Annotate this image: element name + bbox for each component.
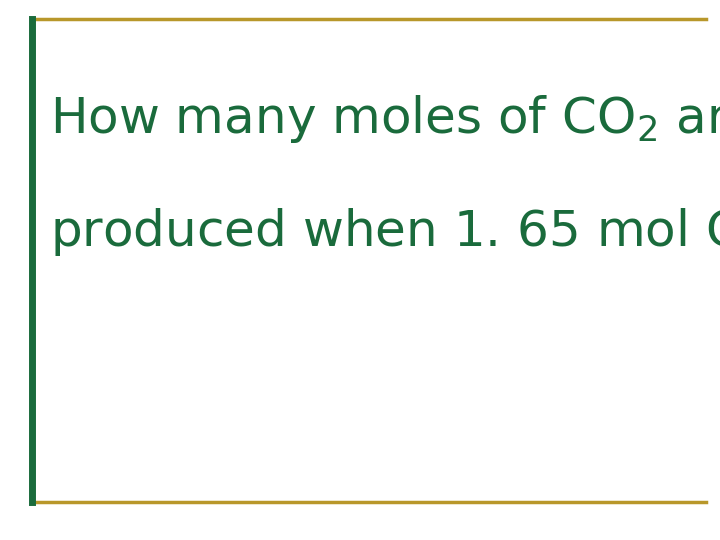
Text: produced when 1. 65 mol C$_3$H$_8$ burns?: produced when 1. 65 mol C$_3$H$_8$ burns…	[50, 206, 720, 258]
Text: How many moles of CO$_2$ are: How many moles of CO$_2$ are	[50, 93, 720, 145]
